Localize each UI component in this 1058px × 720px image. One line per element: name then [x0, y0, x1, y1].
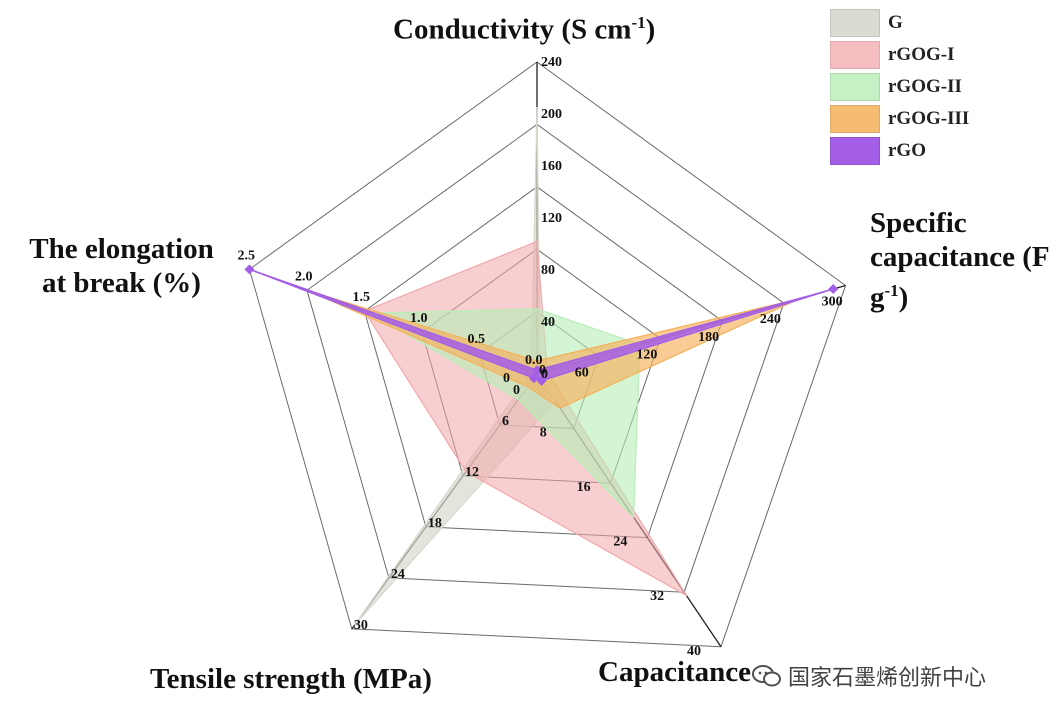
legend-label: rGOG-I: [888, 44, 955, 65]
legend-label: rGO: [888, 140, 926, 161]
axis-title-elongation: The elongation at break (%): [29, 233, 214, 299]
tick-label: 80: [541, 263, 555, 278]
tick-label: 300: [822, 295, 843, 310]
wechat-icon: [752, 665, 781, 687]
legend-label: rGOG-II: [888, 76, 962, 97]
tick-label: 18: [428, 516, 442, 531]
tick-label: 24: [391, 567, 405, 582]
tick-label: 120: [636, 348, 657, 363]
axis-title-capacitance: Capacitance: [598, 656, 752, 688]
tick-label: 2.5: [237, 248, 255, 263]
data-point-rgo: [532, 365, 542, 376]
grid-ring: [306, 123, 785, 593]
tick-label: 240: [541, 55, 562, 70]
tick-label: 24: [613, 535, 627, 550]
tick-label: 0: [513, 383, 520, 398]
axis-title-tensile-strength: Tensile strength (MPa): [150, 663, 432, 695]
legend-item-rgo: rGO: [830, 136, 1010, 166]
grid-ring: [248, 61, 847, 648]
tick-label: 240: [760, 312, 781, 327]
series-area-rgog-iii: [306, 289, 800, 409]
tick-label: 12: [465, 465, 479, 480]
tick-label: 0: [541, 367, 548, 382]
legend-swatch: [830, 105, 880, 133]
legend-swatch: [830, 137, 880, 165]
data-point-rgo: [828, 284, 839, 295]
watermark-text: 国家石墨烯创新中心: [788, 666, 987, 691]
tick-label: 16: [577, 480, 591, 495]
series-area-rgo: [248, 268, 834, 382]
legend-item-rgog-iii: rGOG-III: [830, 104, 1010, 134]
tick-label: 32: [650, 589, 664, 604]
tick-label: 0.0: [525, 353, 543, 368]
data-point-rgo: [536, 375, 547, 386]
watermark: 国家石墨烯创新中心: [752, 660, 986, 692]
tick-label: 30: [354, 618, 368, 633]
data-point-rgo: [528, 373, 539, 384]
tick-label: 40: [687, 644, 701, 659]
data-point-rgo: [244, 264, 255, 275]
tick-label: 1.5: [352, 290, 370, 305]
legend-item-g: G: [830, 8, 1010, 38]
tick-label: 6: [502, 414, 509, 429]
legend: G rGOG-I rGOG-II rGOG-III rGO: [830, 8, 1010, 168]
tick-label: 0: [503, 371, 510, 386]
legend-label: G: [888, 12, 903, 33]
tick-label: 0: [539, 363, 546, 378]
tick-label: 60: [575, 365, 589, 380]
legend-swatch: [830, 73, 880, 101]
tick-label: 160: [541, 159, 562, 174]
legend-label: rGOG-III: [888, 108, 970, 129]
legend-swatch: [830, 41, 880, 69]
tick-label: 200: [541, 107, 562, 122]
tick-label: 8: [540, 426, 547, 441]
tick-label: 0.5: [467, 332, 485, 347]
grid-ring: [363, 186, 723, 539]
legend-item-rgog-ii: rGOG-II: [830, 72, 1010, 102]
tick-label: 180: [698, 330, 719, 345]
tick-label: 40: [541, 315, 555, 330]
tick-label: 2.0: [295, 269, 313, 284]
axis-title-conductivity: Conductivity (S cm-1): [393, 13, 656, 46]
legend-swatch: [830, 9, 880, 37]
axis-title-specific-capacitance: Specific capacitance (F g-1): [870, 207, 1049, 314]
tick-label: 120: [541, 211, 562, 226]
legend-item-rgog-i: rGOG-I: [830, 40, 1010, 70]
tick-label: 1.0: [410, 311, 428, 326]
